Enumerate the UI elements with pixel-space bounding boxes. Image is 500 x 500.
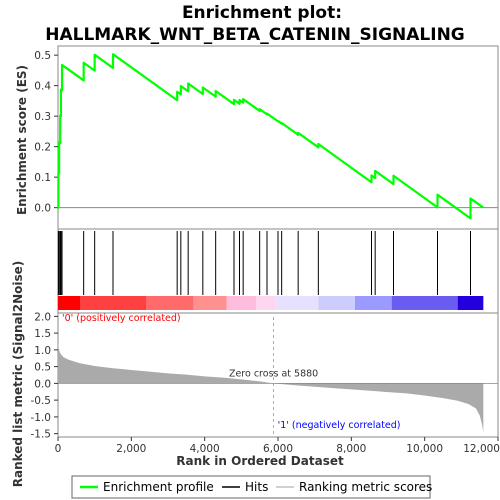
metric-y-tick-label: -1.0 bbox=[31, 412, 52, 424]
heat-bar-segment bbox=[226, 296, 256, 310]
x-tick-label: 12,000 bbox=[463, 443, 500, 455]
metric-panel: Zero cross at 5880 '0' (positively corre… bbox=[11, 261, 499, 488]
es-y-tick-label: 0.2 bbox=[34, 142, 51, 154]
x-axis-label: Rank in Ordered Dataset bbox=[176, 454, 344, 468]
heat-bar-segment bbox=[80, 296, 146, 310]
heat-bar-segment bbox=[58, 296, 80, 310]
x-axis-ticks: 0 2,000 4,000 6,000 8,000 10,000 12,000 bbox=[55, 437, 500, 455]
heat-bar-segment bbox=[193, 296, 227, 310]
x-tick-label: 10,000 bbox=[406, 443, 443, 455]
metric-y-tick-label: -1.5 bbox=[31, 429, 52, 441]
x-tick-label: 2,000 bbox=[116, 443, 146, 455]
hits-panel bbox=[57, 228, 499, 314]
legend-box bbox=[71, 475, 431, 499]
es-panel-frame bbox=[57, 45, 499, 230]
ranking-heat-bar bbox=[58, 296, 484, 310]
heat-bar-segment bbox=[391, 296, 458, 310]
heat-bar-segment bbox=[318, 296, 355, 310]
metric-y-axis-label: Ranked list metric (Signal2Noise) bbox=[11, 261, 25, 488]
x-tick-label: 8,000 bbox=[336, 443, 366, 455]
metric-y-tick-label: -0.5 bbox=[31, 395, 52, 407]
zero-cross-label: Zero cross at 5880 bbox=[229, 368, 318, 379]
es-y-tick-label: 0.5 bbox=[34, 50, 51, 62]
metric-y-tick-label: 1.0 bbox=[34, 345, 51, 357]
x-tick-label: 0 bbox=[55, 443, 62, 455]
negative-correlation-label: '1' (negatively correlated) bbox=[278, 420, 401, 431]
metric-y-ticks: 2.0 1.5 1.0 0.5 0.0 -0.5 -1.0 -1.5 bbox=[31, 311, 58, 441]
es-y-axis-label: Enrichment score (ES) bbox=[15, 65, 29, 215]
metric-y-tick-label: 0.0 bbox=[34, 378, 51, 390]
legend: Enrichment profile Hits Ranking metric s… bbox=[71, 475, 432, 499]
heat-bar-segment bbox=[256, 296, 277, 310]
x-tick-label: 6,000 bbox=[263, 443, 293, 455]
metric-y-tick-label: 0.5 bbox=[34, 362, 51, 374]
heat-bar-segment bbox=[355, 296, 392, 310]
es-panel: 0.0 0.1 0.2 0.3 0.4 0.5 Enrichment score (ES) bbox=[15, 45, 499, 230]
heat-bar-segment bbox=[457, 296, 484, 310]
legend-label-enrichment-profile: Enrichment profile bbox=[103, 480, 214, 494]
chart-title-line1: Enrichment plot: bbox=[182, 3, 342, 23]
x-tick-label: 4,000 bbox=[190, 443, 220, 455]
metric-y-tick-label: 1.5 bbox=[34, 328, 51, 340]
es-y-ticks: 0.0 0.1 0.2 0.3 0.4 0.5 bbox=[34, 50, 58, 215]
heat-bar-segment bbox=[276, 296, 319, 310]
heat-bar-segment bbox=[146, 296, 194, 310]
es-y-tick-label: 0.1 bbox=[34, 172, 51, 184]
positive-correlation-label: '0' (positively correlated) bbox=[62, 313, 181, 324]
ranking-metric-area bbox=[58, 341, 484, 432]
es-y-tick-label: 0.4 bbox=[34, 81, 51, 93]
legend-label-hits: Hits bbox=[245, 480, 268, 494]
enrichment-profile-line bbox=[57, 53, 484, 220]
hit-marks bbox=[57, 231, 471, 295]
chart-title-line2: HALLMARK_WNT_BETA_CATENIN_SIGNALING bbox=[45, 25, 465, 45]
legend-label-ranking-metric: Ranking metric scores bbox=[299, 480, 432, 494]
es-y-tick-label: 0.0 bbox=[34, 203, 51, 215]
metric-y-tick-label: 2.0 bbox=[34, 311, 51, 323]
es-y-tick-label: 0.3 bbox=[34, 111, 51, 123]
